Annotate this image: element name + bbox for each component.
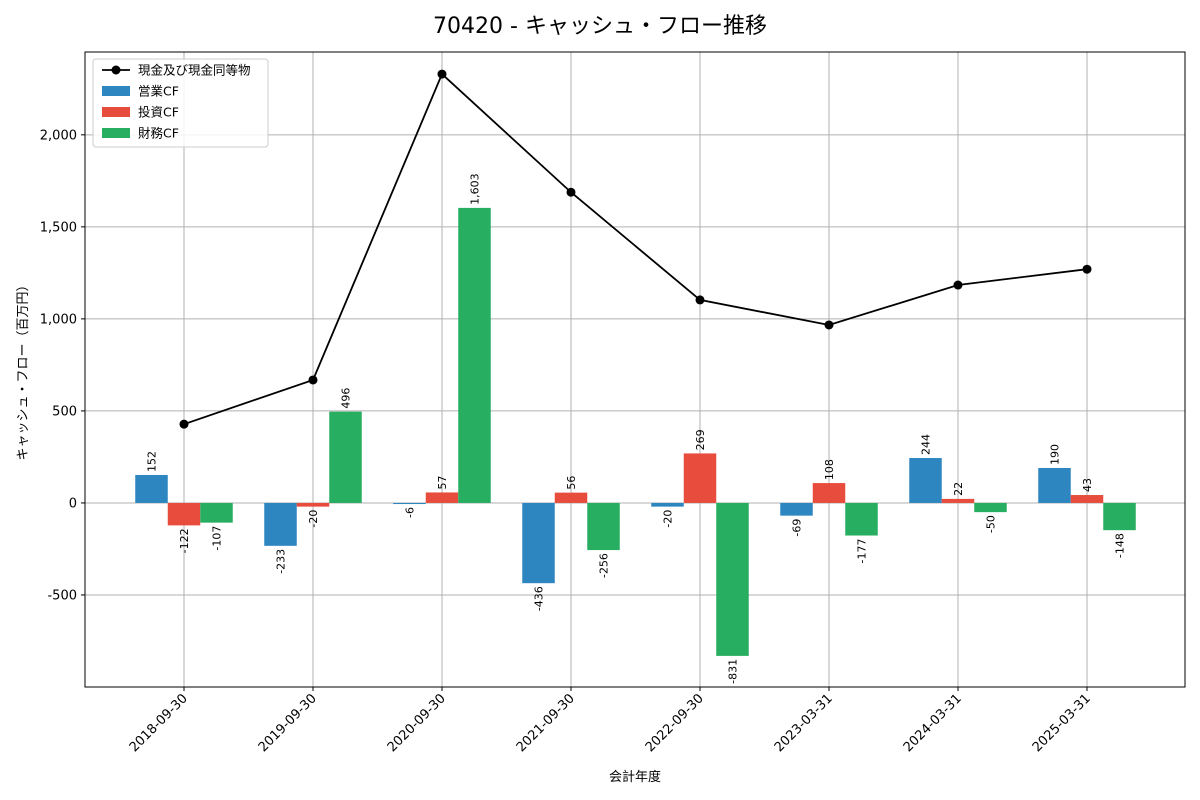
bar-財務CF (1103, 502, 1136, 531)
bar-営業CF (264, 502, 297, 546)
chart-title: 70420 - キャッシュ・フロー推移 (433, 14, 767, 39)
bar-value-label: 56 (565, 476, 578, 490)
legend-swatch (102, 107, 130, 117)
plot-area-frame (84, 51, 1186, 688)
bar-value-label: -20 (662, 510, 675, 528)
legend-label: 投資CF (138, 105, 179, 120)
legend-swatch (102, 128, 130, 138)
bar-投資CF (812, 483, 846, 503)
bar-投資CF (683, 453, 717, 503)
bar-value-label: -122 (178, 528, 191, 553)
bar-value-label: 108 (823, 459, 836, 480)
bar-営業CF (780, 502, 813, 516)
bar-投資CF (941, 498, 975, 503)
bar-value-label: -50 (985, 515, 998, 533)
bar-投資CF (167, 502, 201, 526)
bar-財務CF (200, 502, 233, 523)
cash-line-marker (566, 187, 576, 197)
y-tick-label: 1,500 (40, 220, 77, 235)
x-tick-label: 2022-09-30 (643, 691, 707, 755)
x-tick-label: 2018-09-30 (127, 691, 191, 755)
axes: -500 0 500 1,000 1,500 2,000 2018-09-30 2019-09… (40, 128, 1094, 755)
bar-財務CF (329, 411, 362, 503)
x-tick-label: 2023-03-31 (772, 691, 836, 755)
bar-value-label: -20 (307, 510, 320, 528)
y-axis-label: キャッシュ・フロー（百万円） (16, 278, 31, 460)
bar-value-label: 269 (694, 429, 707, 450)
bar-value-label: 1,603 (469, 173, 482, 205)
bar-投資CF (425, 492, 459, 503)
x-tick-label: 2020-09-30 (385, 691, 449, 755)
bar-value-label: 496 (340, 388, 353, 409)
x-tick-label: 2024-03-31 (901, 691, 965, 755)
y-tick-label: -500 (47, 588, 77, 603)
x-tick-label: 2025-03-31 (1030, 691, 1094, 755)
cash-line-marker (695, 295, 705, 305)
cash-line-marker (824, 320, 834, 330)
bar-value-label: 22 (952, 482, 965, 496)
bar-value-label: -831 (727, 659, 740, 684)
cash-line-path (183, 72, 1088, 426)
bar-value-label: 244 (920, 434, 933, 455)
cash-line-marker (953, 280, 963, 290)
legend-box (92, 58, 269, 148)
data-labels: 152 -233 -6 -436 -20 -69 244 190 -122 -20 57 56 269 1… (146, 173, 1127, 683)
bar-value-label: 57 (436, 475, 449, 489)
bar-営業CF (651, 502, 684, 507)
legend-label: 営業CF (138, 84, 179, 99)
bar-営業CF (393, 502, 426, 505)
bar-value-label: -69 (791, 519, 804, 537)
y-tick-label: 0 (69, 496, 77, 511)
bar-value-label: -6 (404, 507, 417, 518)
bar-value-label: -148 (1114, 533, 1127, 558)
bar-value-label: -256 (598, 553, 611, 578)
bar-営業CF (522, 502, 555, 584)
bar-営業CF (1038, 467, 1071, 503)
bar-value-label: -107 (211, 526, 224, 551)
legend-line-marker (111, 65, 121, 75)
y-tick-label: 2,000 (40, 128, 77, 143)
bar-営業CF (135, 474, 168, 503)
bar-投資CF (554, 492, 588, 503)
x-tick-label: 2019-09-30 (256, 691, 320, 755)
bar-value-label: -177 (856, 539, 869, 564)
cash-line (179, 69, 1092, 429)
bars (135, 207, 1136, 656)
cash-line-marker (1082, 264, 1092, 274)
x-tick-label: 2021-09-30 (514, 691, 578, 755)
cash-line-marker (437, 69, 447, 79)
bar-財務CF (587, 502, 620, 551)
bar-財務CF (845, 502, 878, 536)
bar-財務CF (458, 207, 491, 503)
bar-財務CF (716, 502, 749, 656)
bar-value-label: 152 (146, 451, 159, 472)
cash-line-marker (179, 419, 189, 429)
cash-line-marker (308, 375, 318, 385)
x-axis-label: 会計年度 (609, 769, 661, 785)
bar-投資CF (296, 502, 330, 507)
y-tick-label: 500 (52, 404, 77, 419)
bar-投資CF (1070, 495, 1104, 503)
bar-value-label: -436 (533, 586, 546, 611)
bar-営業CF (909, 458, 942, 503)
bar-value-label: 43 (1081, 478, 1094, 492)
bar-value-label: -233 (275, 549, 288, 574)
legend-swatch (102, 86, 130, 96)
legend-label: 現金及び現金同等物 (138, 63, 251, 78)
legend-label: 財務CF (138, 126, 179, 141)
bar-value-label: 190 (1049, 444, 1062, 465)
bar-財務CF (974, 502, 1007, 513)
y-tick-label: 1,000 (40, 312, 77, 327)
